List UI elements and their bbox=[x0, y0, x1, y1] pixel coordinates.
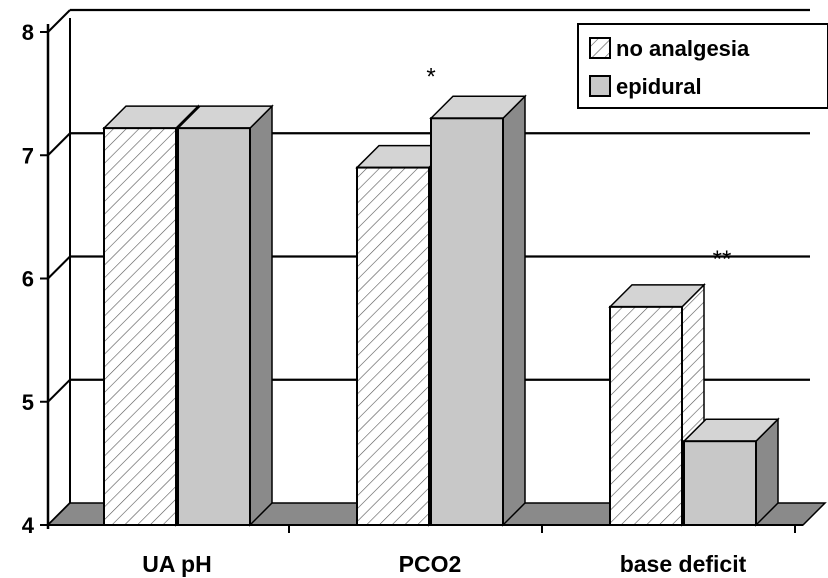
y-tick-label-4: 8 bbox=[22, 20, 34, 45]
legend-box bbox=[577, 23, 828, 109]
bar-ua-ph-epidural bbox=[177, 127, 251, 526]
significance-marker-1: ** bbox=[713, 246, 732, 273]
y-tick-label-3: 7 bbox=[22, 143, 34, 168]
significance-marker-0: * bbox=[426, 63, 435, 90]
bar-pco2-epidural bbox=[430, 117, 504, 527]
legend: no analgesia epidural bbox=[577, 23, 828, 109]
y-tick-label-2: 6 bbox=[22, 267, 34, 292]
bar-side-pco2-epidural bbox=[502, 94, 526, 527]
legend-label-no-analgesia: no analgesia bbox=[616, 36, 750, 61]
y-tick-label-0: 4 bbox=[22, 513, 35, 538]
bar-base-deficit-epidural bbox=[683, 440, 757, 526]
x-tick-label-2: base deficit bbox=[620, 551, 747, 577]
legend-swatch-epidural bbox=[589, 75, 611, 97]
gridline-connector-2 bbox=[47, 255, 71, 280]
legend-label-epidural: epidural bbox=[616, 74, 702, 99]
bar-ua-ph-no-analgesia bbox=[103, 127, 177, 526]
gridline-connector-4 bbox=[47, 9, 71, 33]
gridline-connector-3 bbox=[47, 132, 71, 156]
bar-side-ua-ph-epidural bbox=[249, 104, 273, 527]
bar-pco2-no-analgesia bbox=[356, 166, 430, 526]
x-tick-label-0: UA pH bbox=[142, 551, 211, 577]
x-tick-label-1: PCO2 bbox=[399, 551, 462, 577]
y-tick-label-1: 5 bbox=[22, 390, 34, 415]
legend-swatch-no-analgesia bbox=[589, 37, 611, 59]
gridline-connector-1 bbox=[47, 379, 71, 403]
bar-base-deficit-no-analgesia bbox=[609, 305, 683, 526]
